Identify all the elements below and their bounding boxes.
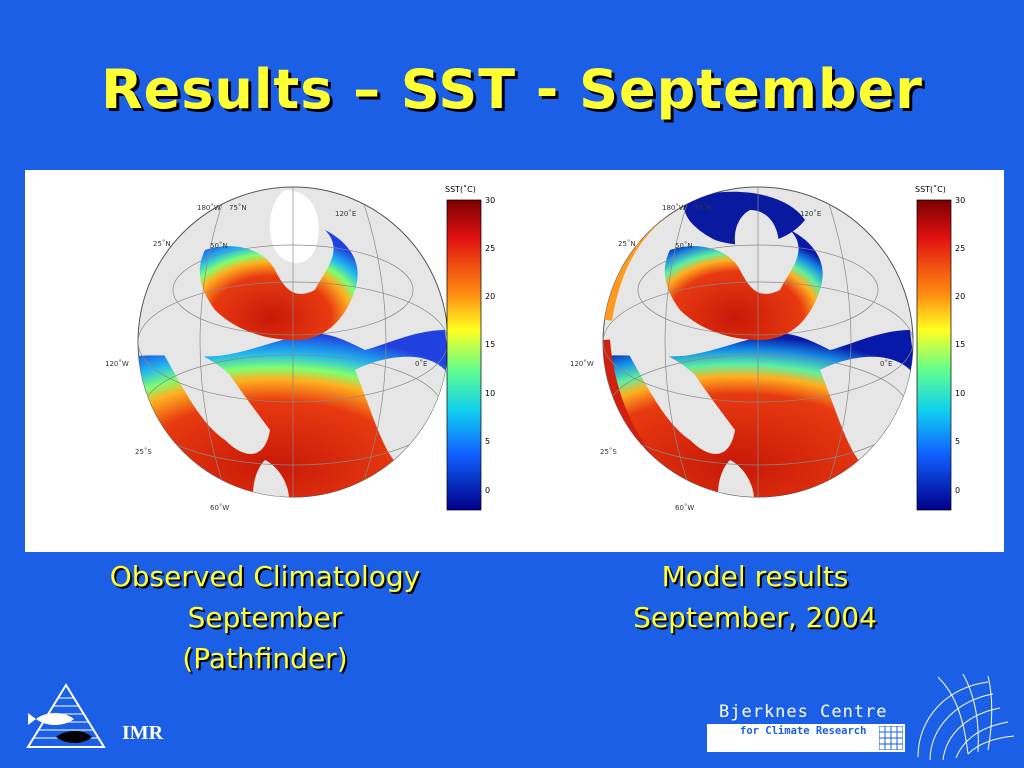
colorbar-tick: 15 [485, 340, 495, 349]
globe-map-model [602, 186, 914, 498]
lon-label: 120˚W [105, 360, 129, 368]
colorbar-tick: 30 [955, 196, 965, 205]
colorbar-tick: 20 [485, 292, 495, 301]
lat-label: 75˚N [229, 204, 247, 212]
lat-label: 25˚S [600, 448, 617, 456]
colorbar-tick: 10 [485, 389, 495, 398]
caption-line: (Pathfinder) [182, 642, 348, 675]
caption-line: September, 2004 [633, 601, 877, 634]
colorbar-tick: 20 [955, 292, 965, 301]
colorbar-tick: 5 [955, 437, 960, 446]
lon-label: 120˚E [335, 210, 356, 218]
lat-label: 25˚S [135, 448, 152, 456]
imr-label: IMR [122, 722, 164, 744]
colorbar-label: SST(˚C) [915, 184, 946, 194]
lat-label: 50˚N [210, 242, 228, 250]
sst-maps-svg: SST(˚C) 30 25 20 15 10 5 0 75˚N 50˚N 25˚… [105, 184, 965, 512]
sst-figure-panel: SST(˚C) 30 25 20 15 10 5 0 75˚N 50˚N 25˚… [25, 170, 1004, 552]
caption-line: Model results [661, 560, 849, 593]
bjerknes-name: Bjerknes Centre [719, 702, 888, 722]
colorbar-label: SST(˚C) [445, 184, 476, 194]
colorbar-tick: 25 [955, 244, 965, 253]
lon-label: 180˚W [197, 204, 221, 212]
bjerknes-box [707, 724, 905, 752]
lon-label: 180˚W [662, 204, 686, 212]
colorbar-scale [916, 199, 952, 511]
lon-label: 120˚E [800, 210, 821, 218]
grid-icon [879, 726, 903, 750]
lat-label: 25˚N [153, 240, 171, 248]
lon-label: 60˚W [210, 504, 229, 512]
lon-label: 0˚E [415, 360, 427, 368]
caption-model: Model results September, 2004 [555, 556, 955, 638]
caption-line: Observed Climatology [109, 560, 421, 593]
caption-line: September [187, 601, 343, 634]
colorbar-tick: 10 [955, 389, 965, 398]
colorbar-model: SST(˚C) 30 25 20 15 10 5 0 [915, 184, 965, 511]
slide-title: Results – SST - September [101, 58, 923, 121]
lat-label: 50˚N [675, 242, 693, 250]
caption-observed: Observed Climatology September (Pathfind… [70, 556, 460, 679]
colorbar-tick: 0 [955, 486, 960, 495]
imr-logo-icon [26, 683, 106, 748]
colorbar-observed: SST(˚C) 30 25 20 15 10 5 0 [445, 184, 495, 511]
colorbar-tick: 5 [485, 437, 490, 446]
lon-label: 60˚W [675, 504, 694, 512]
lon-label: 120˚W [570, 360, 594, 368]
bjerknes-swirl-icon [917, 673, 1015, 761]
colorbar-tick: 15 [955, 340, 965, 349]
globe-map-observed [137, 186, 449, 498]
bjerknes-sub: for Climate Research [740, 725, 867, 737]
colorbar-scale [446, 199, 482, 511]
lat-label: 75˚N [694, 204, 712, 212]
lat-label: 25˚N [618, 240, 636, 248]
colorbar-tick: 25 [485, 244, 495, 253]
colorbar-tick: 30 [485, 196, 495, 205]
colorbar-tick: 0 [485, 486, 490, 495]
lon-label: 0˚E [880, 360, 892, 368]
